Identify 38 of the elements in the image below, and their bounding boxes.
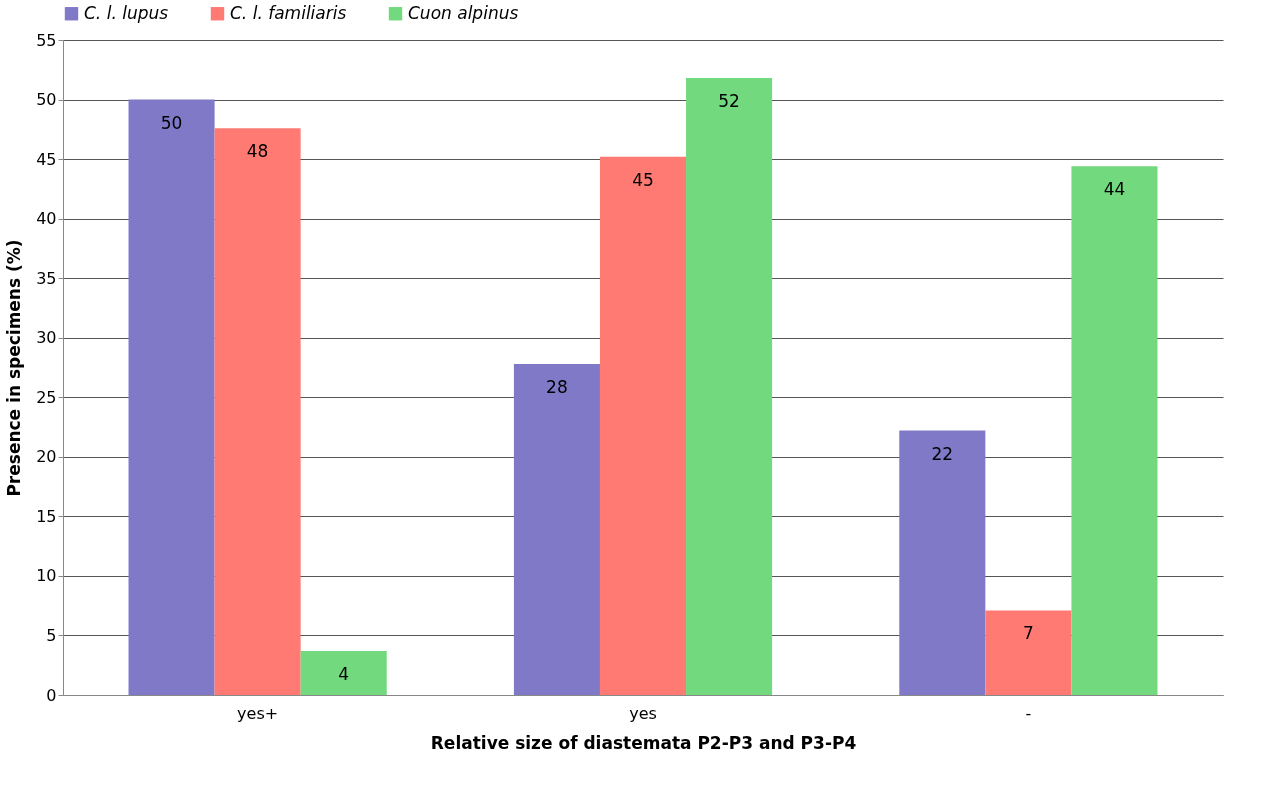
data-label: 4 — [338, 663, 350, 684]
bar — [300, 650, 387, 695]
bar — [899, 430, 986, 695]
bar — [1071, 166, 1158, 695]
bar — [985, 610, 1072, 695]
y-tick-label: 15 — [36, 506, 57, 526]
y-axis-title: Presence in specimens (%) — [4, 239, 25, 497]
bar — [599, 156, 687, 695]
bar — [513, 363, 600, 695]
data-label: 22 — [931, 443, 954, 464]
y-tick-label: 10 — [36, 566, 57, 586]
bar — [214, 128, 301, 695]
data-label: 45 — [632, 169, 654, 190]
y-tick-label: 0 — [46, 685, 57, 705]
legend-label: C. l. lupus — [84, 2, 169, 23]
data-label: 50 — [160, 112, 183, 133]
data-label: 44 — [1103, 179, 1126, 200]
y-tick-label: 45 — [36, 149, 57, 169]
y-tick-label: 55 — [36, 30, 57, 50]
data-label: 28 — [546, 376, 568, 397]
legend-label: Cuon alpinus — [408, 2, 519, 23]
y-tick-label: 30 — [36, 328, 57, 348]
bar — [686, 78, 773, 695]
data-label: 7 — [1022, 623, 1034, 644]
x-tick-label: - — [1025, 703, 1032, 723]
data-label: 52 — [718, 91, 740, 112]
x-tick-label: yes+ — [237, 703, 279, 723]
y-tick-label: 35 — [36, 268, 57, 288]
x-tick-label: yes — [629, 703, 657, 723]
y-tick-label: 20 — [36, 447, 57, 467]
x-axis-title: Relative size of diastemata P2-P3 and P3-P4 — [430, 732, 857, 753]
y-tick-label: 5 — [46, 625, 57, 645]
y-tick-label: 25 — [36, 387, 57, 407]
bar — [128, 99, 215, 695]
data-label: 48 — [246, 141, 269, 162]
legend-label: C. l. familiaris — [230, 2, 347, 23]
y-tick-label: 40 — [36, 209, 57, 229]
y-tick-label: 50 — [36, 90, 57, 110]
